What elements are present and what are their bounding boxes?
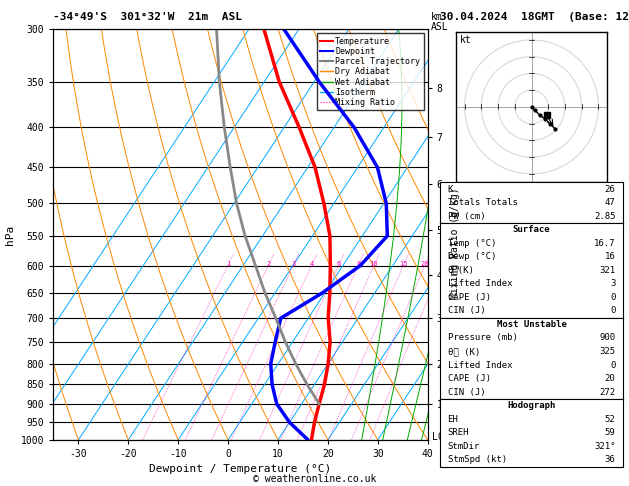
Text: © weatheronline.co.uk: © weatheronline.co.uk bbox=[253, 473, 376, 484]
Text: 16.7: 16.7 bbox=[594, 239, 615, 248]
Text: 321°: 321° bbox=[594, 442, 615, 451]
Text: 30.04.2024  18GMT  (Base: 12): 30.04.2024 18GMT (Base: 12) bbox=[440, 12, 629, 22]
Text: 10: 10 bbox=[370, 261, 378, 267]
Text: StmSpd (kt): StmSpd (kt) bbox=[448, 455, 507, 464]
Text: CIN (J): CIN (J) bbox=[448, 306, 485, 315]
Text: 2.85: 2.85 bbox=[594, 211, 615, 221]
Text: Surface: Surface bbox=[513, 225, 550, 234]
Text: CAPE (J): CAPE (J) bbox=[448, 374, 491, 383]
Text: Lifted Index: Lifted Index bbox=[448, 361, 512, 369]
Text: CIN (J): CIN (J) bbox=[448, 388, 485, 397]
Text: StmDir: StmDir bbox=[448, 442, 480, 451]
Text: Mixing Ratio (g/kg): Mixing Ratio (g/kg) bbox=[450, 187, 460, 299]
Text: EH: EH bbox=[448, 415, 459, 424]
Text: SREH: SREH bbox=[448, 428, 469, 437]
Text: 47: 47 bbox=[604, 198, 615, 207]
Text: 321: 321 bbox=[599, 266, 615, 275]
Text: 26: 26 bbox=[604, 185, 615, 193]
Text: km: km bbox=[431, 12, 443, 22]
Text: 0: 0 bbox=[610, 361, 615, 369]
Text: 325: 325 bbox=[599, 347, 615, 356]
Text: K: K bbox=[448, 185, 453, 193]
Text: Lifted Index: Lifted Index bbox=[448, 279, 512, 288]
Text: θᴇ(K): θᴇ(K) bbox=[448, 266, 474, 275]
Text: 1: 1 bbox=[226, 261, 230, 267]
Text: Most Unstable: Most Unstable bbox=[496, 320, 567, 329]
Text: 272: 272 bbox=[599, 388, 615, 397]
Text: Dewp (°C): Dewp (°C) bbox=[448, 252, 496, 261]
Text: 900: 900 bbox=[599, 333, 615, 343]
Y-axis label: hPa: hPa bbox=[6, 225, 15, 244]
Text: LCL: LCL bbox=[431, 432, 449, 442]
Text: 20: 20 bbox=[604, 374, 615, 383]
Text: θᴇ (K): θᴇ (K) bbox=[448, 347, 480, 356]
Text: Temp (°C): Temp (°C) bbox=[448, 239, 496, 248]
Text: CAPE (J): CAPE (J) bbox=[448, 293, 491, 302]
Text: 3: 3 bbox=[291, 261, 296, 267]
Text: PW (cm): PW (cm) bbox=[448, 211, 485, 221]
Text: -34°49'S  301°32'W  21m  ASL: -34°49'S 301°32'W 21m ASL bbox=[53, 12, 242, 22]
Text: 20: 20 bbox=[421, 261, 429, 267]
Text: Hodograph: Hodograph bbox=[508, 401, 555, 410]
Text: Totals Totals: Totals Totals bbox=[448, 198, 518, 207]
Text: 8: 8 bbox=[356, 261, 360, 267]
Text: 59: 59 bbox=[604, 428, 615, 437]
Text: 16: 16 bbox=[604, 252, 615, 261]
Text: 6: 6 bbox=[337, 261, 340, 267]
Text: 15: 15 bbox=[399, 261, 408, 267]
Legend: Temperature, Dewpoint, Parcel Trajectory, Dry Adiabat, Wet Adiabat, Isotherm, Mi: Temperature, Dewpoint, Parcel Trajectory… bbox=[317, 34, 423, 110]
Text: kt: kt bbox=[460, 35, 471, 45]
X-axis label: Dewpoint / Temperature (°C): Dewpoint / Temperature (°C) bbox=[150, 465, 331, 474]
Text: 2: 2 bbox=[266, 261, 270, 267]
Text: ASL: ASL bbox=[431, 22, 448, 32]
Text: 0: 0 bbox=[610, 293, 615, 302]
Text: Pressure (mb): Pressure (mb) bbox=[448, 333, 518, 343]
Text: 52: 52 bbox=[604, 415, 615, 424]
Text: 4: 4 bbox=[309, 261, 314, 267]
Text: 36: 36 bbox=[604, 455, 615, 464]
Text: 0: 0 bbox=[610, 306, 615, 315]
Text: 3: 3 bbox=[610, 279, 615, 288]
